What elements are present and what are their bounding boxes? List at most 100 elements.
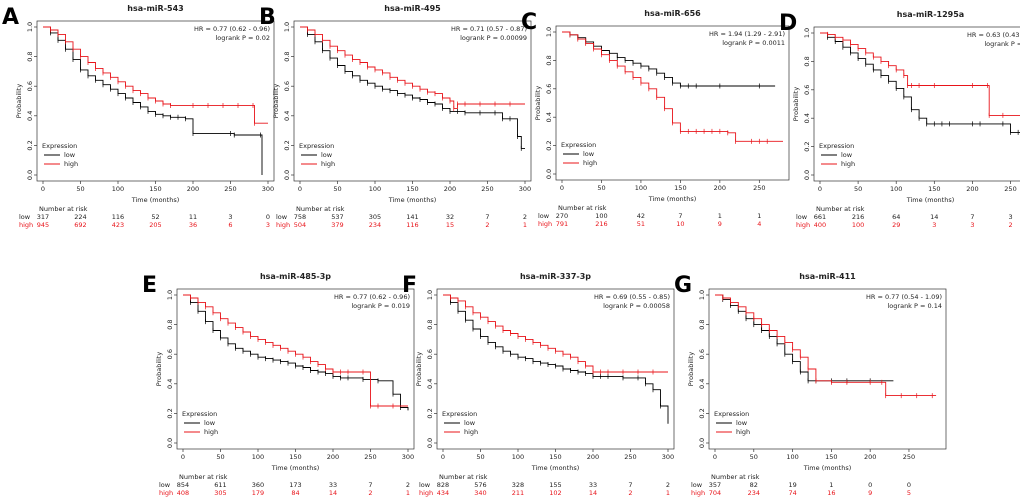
x-tick-label: 200	[864, 453, 876, 461]
logrank-p: logrank P = 0.017	[984, 40, 1020, 48]
risk-count-low: 216	[852, 213, 864, 221]
legend-label-high: high	[464, 428, 478, 436]
risk-count-low: 758	[294, 213, 306, 221]
risk-count-low: 3	[1008, 213, 1012, 221]
y-axis-label: Probability	[272, 84, 280, 119]
risk-count-high: 434	[437, 489, 449, 497]
risk-count-high: 692	[74, 221, 86, 229]
risk-count-high: 379	[331, 221, 343, 229]
risk-count-high: 423	[112, 221, 124, 229]
risk-count-low: 2	[406, 481, 410, 489]
y-tick-label: 0.6	[426, 349, 434, 359]
y-tick-label: 0.2	[26, 140, 34, 150]
risk-count-high: 5	[907, 489, 911, 497]
risk-count-low: 155	[549, 481, 561, 489]
risk-count-low: 537	[331, 213, 343, 221]
risk-count-high: 29	[892, 221, 900, 229]
risk-count-low: 0	[266, 213, 270, 221]
x-tick-label: 250	[481, 185, 493, 193]
hazard-ratio: HR = 0.77 (0.54 - 1.09)	[866, 293, 942, 301]
y-tick-label: 0.0	[26, 170, 34, 180]
x-axis-label: Time (months)	[131, 196, 180, 204]
risk-count-low: 1	[757, 212, 761, 220]
x-tick-label: 250	[903, 453, 915, 461]
plot-frame	[708, 288, 947, 450]
legend-title: Expression	[442, 410, 477, 418]
logrank-p: logrank P = 0.00058	[603, 302, 670, 310]
y-tick-label: 0.8	[283, 51, 291, 61]
survival-curve-high	[300, 26, 525, 109]
risk-count-high: 3	[266, 221, 270, 229]
risk-row-label-high: high	[691, 489, 705, 497]
risk-count-high: 305	[214, 489, 226, 497]
risk-count-low: 360	[252, 481, 264, 489]
risk-count-high: 4	[757, 220, 761, 228]
risk-count-high: 14	[589, 489, 597, 497]
risk-table-title: Number at risk	[711, 473, 760, 481]
x-axis-label: Time (months)	[906, 196, 955, 204]
x-tick-label: 200	[327, 453, 339, 461]
risk-row-label-low: low	[691, 481, 703, 489]
legend-title: Expression	[714, 410, 749, 418]
risk-table-title: Number at risk	[39, 205, 88, 213]
x-tick-label: 0	[298, 185, 302, 193]
risk-count-low: 305	[369, 213, 381, 221]
legend-label-high: high	[204, 428, 218, 436]
y-tick-label: 0.8	[426, 319, 434, 329]
x-tick-label: 100	[890, 185, 902, 193]
x-tick-label: 250	[624, 453, 636, 461]
risk-row-label-high: high	[19, 221, 33, 229]
x-tick-label: 300	[402, 453, 414, 461]
risk-count-high: 36	[189, 221, 197, 229]
risk-count-low: 100	[595, 212, 607, 220]
risk-count-low: 42	[637, 212, 645, 220]
chart-title: hsa-miR-495	[384, 4, 441, 13]
risk-row-label-high: high	[276, 221, 290, 229]
risk-table-title: Number at risk	[439, 473, 488, 481]
risk-count-low: 270	[556, 212, 568, 220]
risk-count-low: 661	[814, 213, 826, 221]
x-tick-label: 100	[112, 185, 124, 193]
x-tick-label: 50	[333, 185, 341, 193]
risk-count-high: 704	[709, 489, 721, 497]
y-axis-label: Probability	[15, 84, 23, 119]
risk-count-low: 19	[788, 481, 796, 489]
y-axis-label: Probability	[687, 352, 695, 387]
risk-row-label-high: high	[796, 221, 810, 229]
risk-count-high: 211	[512, 489, 524, 497]
x-tick-label: 150	[674, 184, 686, 192]
y-tick-label: 0.6	[803, 85, 811, 95]
legend-label-low: low	[841, 151, 853, 159]
risk-count-low: 33	[329, 481, 337, 489]
risk-count-high: 6	[228, 221, 232, 229]
risk-count-low: 64	[892, 213, 900, 221]
y-axis-label: Probability	[792, 87, 800, 122]
risk-count-low: 0	[868, 481, 872, 489]
y-tick-label: 0.6	[545, 84, 553, 94]
risk-row-label-low: low	[159, 481, 171, 489]
risk-count-low: 3	[228, 213, 232, 221]
risk-row-label-low: low	[538, 212, 550, 220]
risk-count-high: 14	[329, 489, 337, 497]
risk-count-low: 357	[709, 481, 721, 489]
risk-count-low: 11	[189, 213, 197, 221]
x-tick-label: 0	[441, 453, 445, 461]
risk-count-low: 52	[151, 213, 159, 221]
y-tick-label: 0.4	[426, 379, 434, 389]
panel-letter: D	[779, 11, 797, 36]
x-tick-label: 50	[597, 184, 605, 192]
survival-curve-high	[183, 294, 408, 407]
hazard-ratio: HR = 1.94 (1.29 - 2.91)	[709, 30, 785, 38]
risk-count-high: 1	[406, 489, 410, 497]
y-tick-label: 0.4	[283, 111, 291, 121]
legend-label-high: high	[321, 160, 335, 168]
y-tick-label: 1.0	[803, 28, 811, 38]
legend-label-high: high	[64, 160, 78, 168]
y-tick-label: 0.0	[426, 438, 434, 448]
x-tick-label: 200	[714, 184, 726, 192]
risk-count-high: 2	[1008, 221, 1012, 229]
chart-title: hsa-miR-543	[127, 4, 183, 13]
x-tick-label: 250	[364, 453, 376, 461]
